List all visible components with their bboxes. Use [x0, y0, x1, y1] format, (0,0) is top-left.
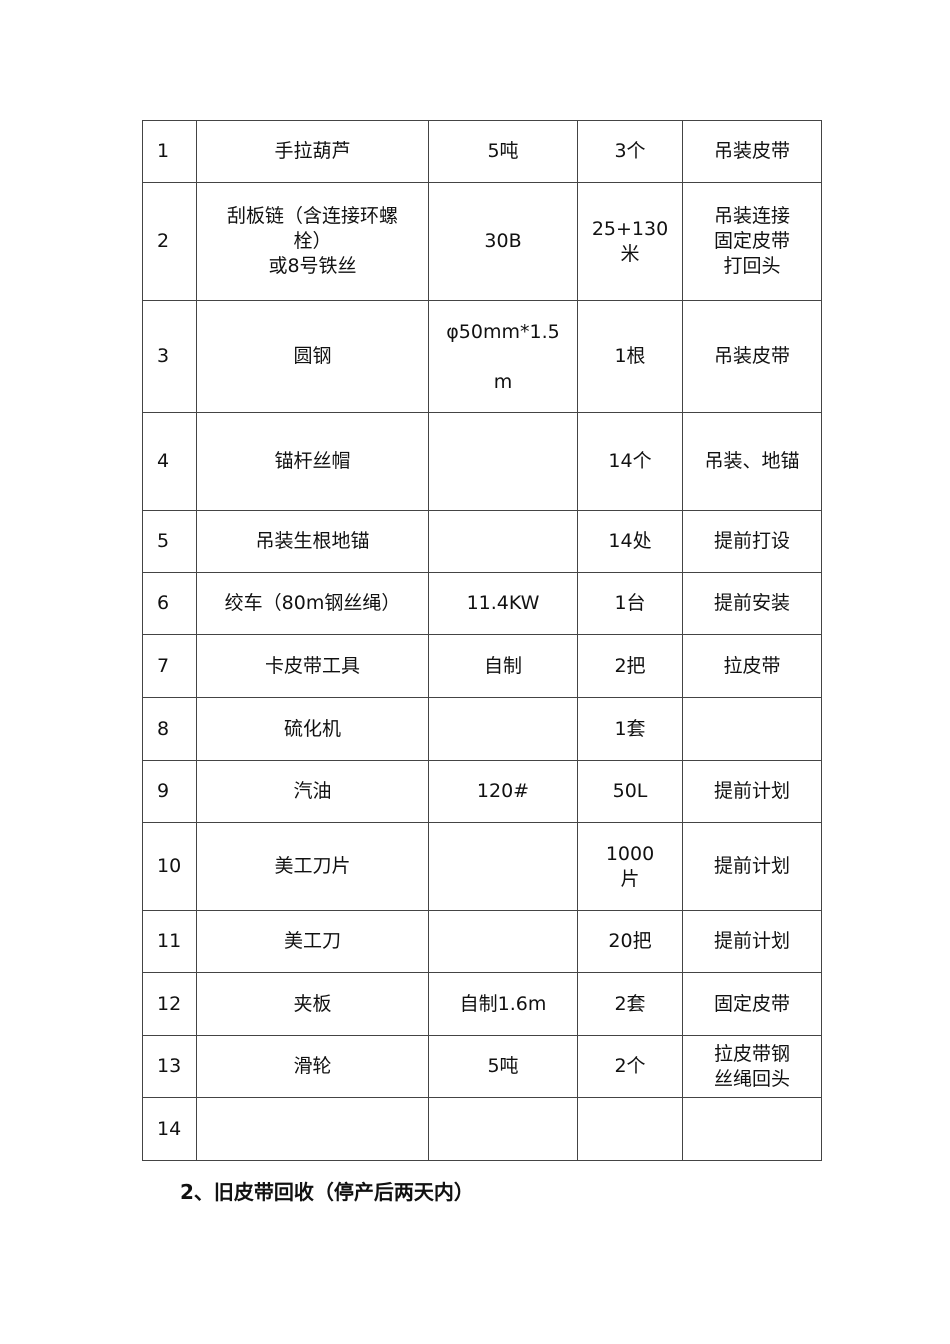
- cell-qty: 1000 片: [577, 822, 683, 911]
- cell-qty: 1台: [577, 572, 683, 635]
- cell-qty: 1套: [577, 697, 683, 761]
- cell-no: 1: [142, 120, 197, 183]
- cell-spec: [428, 1097, 578, 1161]
- cell-spec: φ50mm*1.5 m: [428, 300, 578, 413]
- cell-spec: 30B: [428, 182, 578, 301]
- cell-no: 6: [142, 572, 197, 635]
- cell-no: 7: [142, 634, 197, 698]
- cell-name: 手拉葫芦: [196, 120, 429, 183]
- cell-name: [196, 1097, 429, 1161]
- table-row: 14: [142, 1097, 822, 1161]
- cell-name: 美工刀片: [196, 822, 429, 911]
- cell-name: 刮板链（含连接环螺 栓） 或8号铁丝: [196, 182, 429, 301]
- cell-spec: 自制1.6m: [428, 972, 578, 1036]
- cell-qty: 25+130 米: [577, 182, 683, 301]
- cell-use: 固定皮带: [682, 972, 822, 1036]
- cell-qty: 14处: [577, 510, 683, 573]
- materials-table: 1 手拉葫芦 5吨 3个 吊装皮带 2 刮板链（含连接环螺 栓） 或8号铁丝 30B 25+13…: [142, 120, 822, 1161]
- cell-name: 卡皮带工具: [196, 634, 429, 698]
- cell-spec: 自制: [428, 634, 578, 698]
- cell-spec: [428, 910, 578, 973]
- cell-qty: 2套: [577, 972, 683, 1036]
- table-row: 4 锚杆丝帽 14个 吊装、地锚: [142, 412, 822, 511]
- table-row: 6 绞车（80m钢丝绳） 11.4KW 1台 提前安装: [142, 572, 822, 635]
- cell-spec: [428, 822, 578, 911]
- table-row: 13 滑轮 5吨 2个 拉皮带钢 丝绳回头: [142, 1035, 822, 1098]
- cell-use: 提前打设: [682, 510, 822, 573]
- table-row: 7 卡皮带工具 自制 2把 拉皮带: [142, 634, 822, 698]
- cell-name: 圆钢: [196, 300, 429, 413]
- cell-name: 锚杆丝帽: [196, 412, 429, 511]
- cell-name: 硫化机: [196, 697, 429, 761]
- table-row: 12 夹板 自制1.6m 2套 固定皮带: [142, 972, 822, 1036]
- cell-qty: 2个: [577, 1035, 683, 1098]
- cell-name: 绞车（80m钢丝绳）: [196, 572, 429, 635]
- cell-qty: 20把: [577, 910, 683, 973]
- cell-use: 拉皮带钢 丝绳回头: [682, 1035, 822, 1098]
- cell-no: 10: [142, 822, 197, 911]
- cell-use: [682, 1097, 822, 1161]
- cell-no: 4: [142, 412, 197, 511]
- cell-name: 吊装生根地锚: [196, 510, 429, 573]
- cell-spec: [428, 510, 578, 573]
- cell-spec: 5吨: [428, 1035, 578, 1098]
- cell-no: 12: [142, 972, 197, 1036]
- cell-name: 汽油: [196, 760, 429, 823]
- cell-qty: 2把: [577, 634, 683, 698]
- cell-qty: 14个: [577, 412, 683, 511]
- table-row: 1 手拉葫芦 5吨 3个 吊装皮带: [142, 120, 822, 183]
- cell-no: 3: [142, 300, 197, 413]
- cell-no: 14: [142, 1097, 197, 1161]
- cell-spec: [428, 412, 578, 511]
- cell-use: 吊装皮带: [682, 300, 822, 413]
- cell-qty: 3个: [577, 120, 683, 183]
- cell-no: 13: [142, 1035, 197, 1098]
- cell-no: 2: [142, 182, 197, 301]
- cell-name: 美工刀: [196, 910, 429, 973]
- cell-no: 8: [142, 697, 197, 761]
- table-row: 10 美工刀片 1000 片提前计划: [142, 822, 822, 911]
- cell-use: 吊装连接 固定皮带 打回头: [682, 182, 822, 301]
- section-heading: 2、旧皮带回收（停产后两天内）: [180, 1180, 474, 1204]
- cell-name: 滑轮: [196, 1035, 429, 1098]
- table-row: 11 美工刀 20把 提前计划: [142, 910, 822, 973]
- cell-spec: 120#: [428, 760, 578, 823]
- table-row: 9 汽油 120# 50L 提前计划: [142, 760, 822, 823]
- cell-use: [682, 697, 822, 761]
- cell-spec: 11.4KW: [428, 572, 578, 635]
- cell-spec: [428, 697, 578, 761]
- table-row: 5 吊装生根地锚 14处 提前打设: [142, 510, 822, 573]
- table-row: 2 刮板链（含连接环螺 栓） 或8号铁丝 30B 25+130 米吊装连接 固定皮带 …: [142, 182, 822, 301]
- cell-no: 11: [142, 910, 197, 973]
- cell-use: 提前计划: [682, 910, 822, 973]
- cell-use: 吊装皮带: [682, 120, 822, 183]
- cell-use: 拉皮带: [682, 634, 822, 698]
- cell-use: 提前安装: [682, 572, 822, 635]
- cell-use: 提前计划: [682, 760, 822, 823]
- cell-use: 提前计划: [682, 822, 822, 911]
- cell-no: 9: [142, 760, 197, 823]
- table-row: 3 圆钢 φ50mm*1.5 m 1根 吊装皮带: [142, 300, 822, 413]
- cell-spec: 5吨: [428, 120, 578, 183]
- cell-qty: [577, 1097, 683, 1161]
- cell-qty: 50L: [577, 760, 683, 823]
- cell-name: 夹板: [196, 972, 429, 1036]
- cell-qty: 1根: [577, 300, 683, 413]
- table-row: 8 硫化机 1套: [142, 697, 822, 761]
- cell-no: 5: [142, 510, 197, 573]
- cell-use: 吊装、地锚: [682, 412, 822, 511]
